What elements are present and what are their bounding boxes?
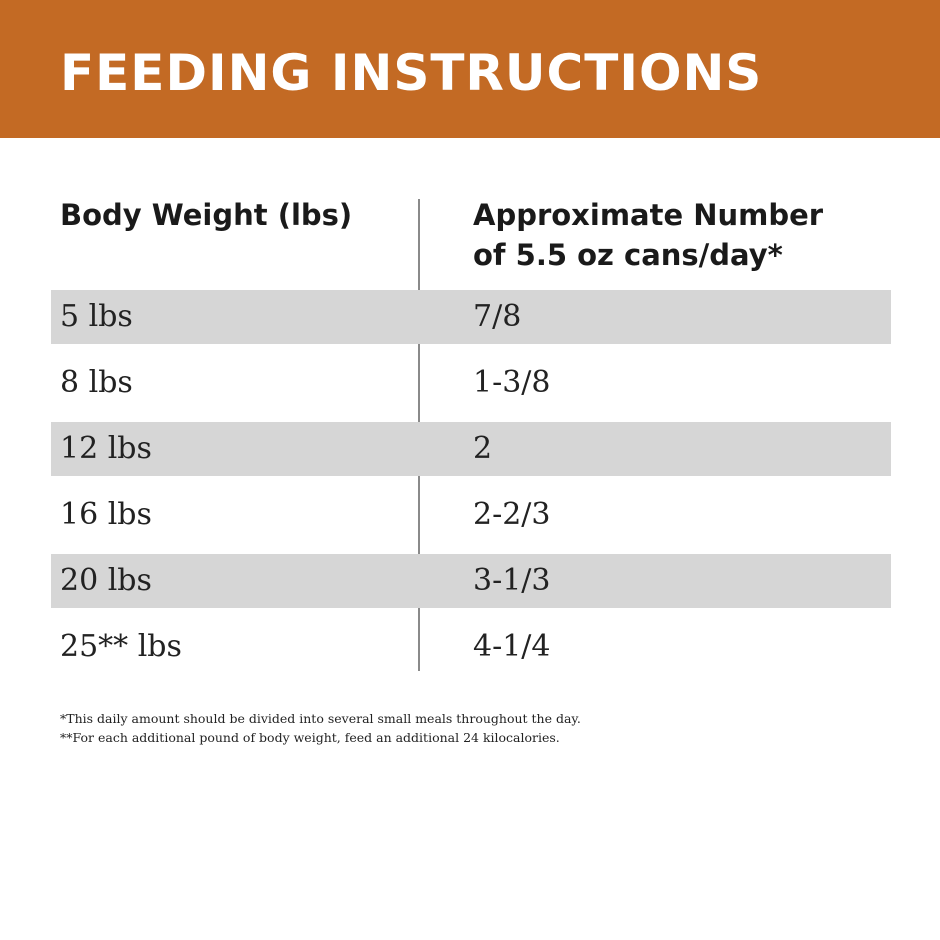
column-header-cans-line-1: Approximate Number (473, 198, 824, 232)
amount-cell: 2 (473, 431, 493, 466)
row-shading (51, 554, 891, 608)
weight-cell: 8 lbs (60, 365, 133, 400)
title-banner: FEEDING INSTRUCTIONS (0, 0, 940, 138)
amount-cell: 3-1/3 (473, 563, 551, 598)
table-row: 8 lbs 1-3/8 (51, 356, 891, 422)
page-title: FEEDING INSTRUCTIONS (60, 44, 763, 102)
table-row: 12 lbs 2 (51, 422, 891, 488)
column-header-body-weight: Body Weight (lbs) (60, 198, 353, 232)
weight-cell: 20 lbs (60, 563, 152, 598)
amount-cell: 1-3/8 (473, 365, 551, 400)
column-header-cans-line-2: of 5.5 oz cans/day* (473, 238, 783, 272)
weight-cell: 16 lbs (60, 497, 152, 532)
row-shading (51, 290, 891, 344)
weight-cell: 25** lbs (60, 629, 182, 664)
table-row: 5 lbs 7/8 (51, 290, 891, 356)
row-shading (51, 422, 891, 476)
row-shading (51, 356, 891, 410)
footnote-daily-amount: *This daily amount should be divided int… (60, 711, 581, 726)
footnotes: *This daily amount should be divided int… (60, 709, 581, 747)
weight-cell: 5 lbs (60, 299, 133, 334)
row-shading (51, 488, 891, 542)
table-row: 16 lbs 2-2/3 (51, 488, 891, 554)
table-row: 25** lbs 4-1/4 (51, 620, 891, 686)
table-row: 20 lbs 3-1/3 (51, 554, 891, 620)
weight-cell: 12 lbs (60, 431, 152, 466)
feeding-table: 5 lbs 7/8 8 lbs 1-3/8 12 lbs 2 16 lbs 2-… (51, 290, 891, 686)
amount-cell: 7/8 (473, 299, 522, 334)
amount-cell: 2-2/3 (473, 497, 551, 532)
footnote-additional-pound: **For each additional pound of body weig… (60, 730, 560, 745)
amount-cell: 4-1/4 (473, 629, 551, 664)
column-header-cans-per-day: Approximate Number of 5.5 oz cans/day* (473, 195, 893, 275)
